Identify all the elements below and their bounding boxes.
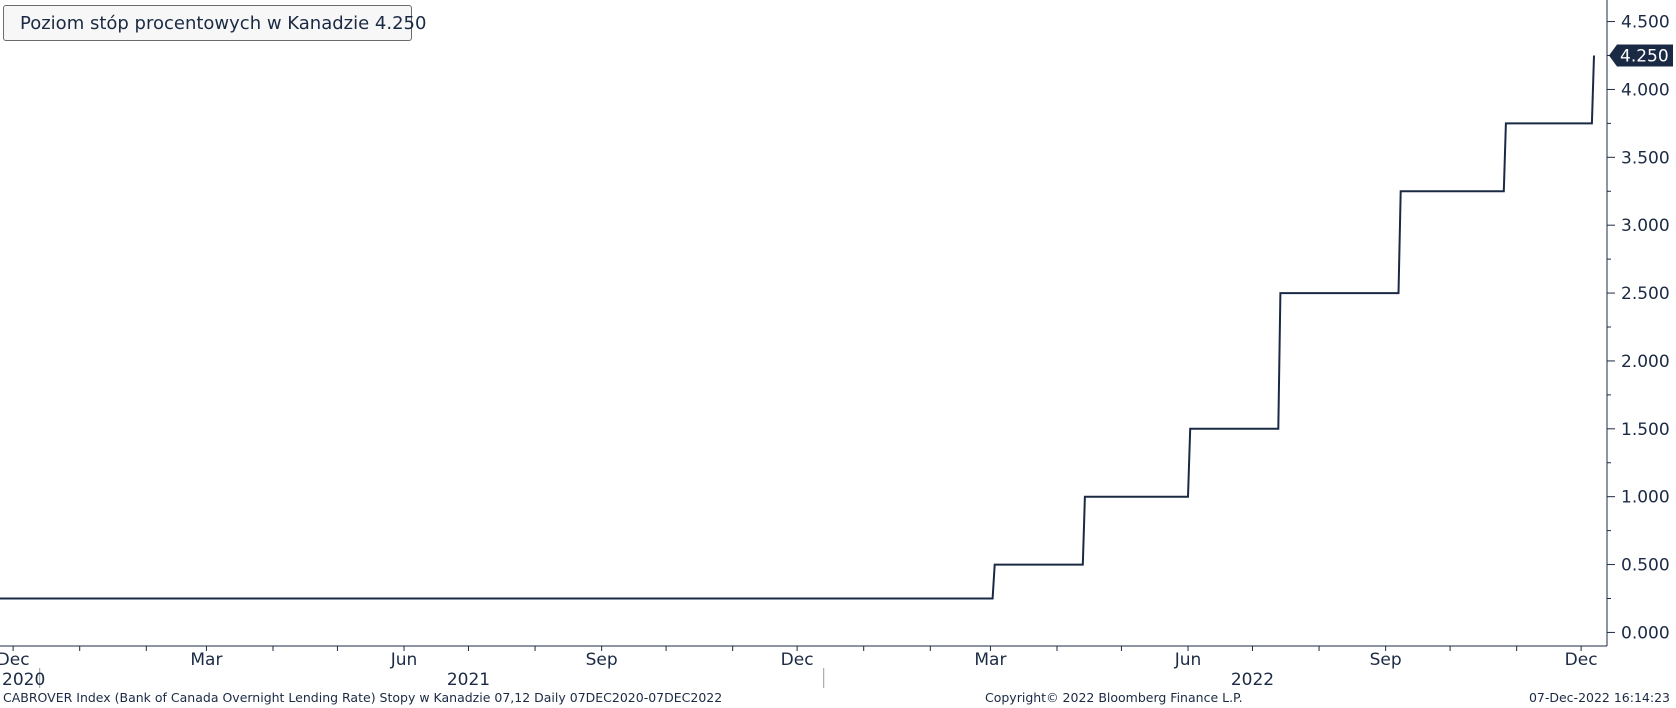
y-tick-label: 1.000: [1621, 488, 1670, 508]
x-tick-label: Sep: [586, 650, 618, 670]
legend-series-name: Poziom stóp procentowych w Kanadzie: [20, 12, 370, 34]
y-tick-label: 2.000: [1621, 352, 1670, 372]
y-tick-label: 4.500: [1621, 13, 1670, 33]
y-tick-label: 2.500: [1621, 284, 1670, 304]
footer-source: CABROVER Index (Bank of Canada Overnight…: [3, 690, 723, 705]
x-tick-label: Dec: [0, 650, 30, 670]
x-year-label: 2021: [447, 670, 490, 690]
y-tick-label: 3.000: [1621, 216, 1670, 236]
x-tick-label: Jun: [1174, 650, 1202, 670]
x-tick-label: Mar: [974, 650, 1006, 670]
x-tick-label: Dec: [1565, 650, 1598, 670]
legend: Poziom stóp procentowych w Kanadzie 4.25…: [3, 5, 426, 41]
last-value-label: 4.250: [1620, 47, 1669, 67]
legend-last-value: 4.250: [374, 12, 427, 34]
y-tick-label: 0.500: [1621, 556, 1670, 576]
y-tick-label: 1.500: [1621, 420, 1670, 440]
series-line: [0, 55, 1595, 600]
footer-timestamp: 07-Dec-2022 16:14:23: [1528, 690, 1670, 705]
y-tick-label: 4.000: [1621, 80, 1670, 100]
x-tick-label: Sep: [1370, 650, 1402, 670]
x-tick-label: Jun: [390, 650, 418, 670]
y-tick-label: 0.000: [1621, 623, 1670, 643]
x-year-label: 2022: [1231, 670, 1274, 690]
y-tick-label: 3.500: [1621, 148, 1670, 168]
x-year-label: 2020: [2, 670, 45, 690]
footer-copyright: Copyright© 2022 Bloomberg Finance L.P.: [985, 690, 1243, 705]
x-tick-label: Mar: [190, 650, 222, 670]
last-value-tag: [1609, 44, 1673, 67]
x-tick-label: Dec: [781, 650, 814, 670]
